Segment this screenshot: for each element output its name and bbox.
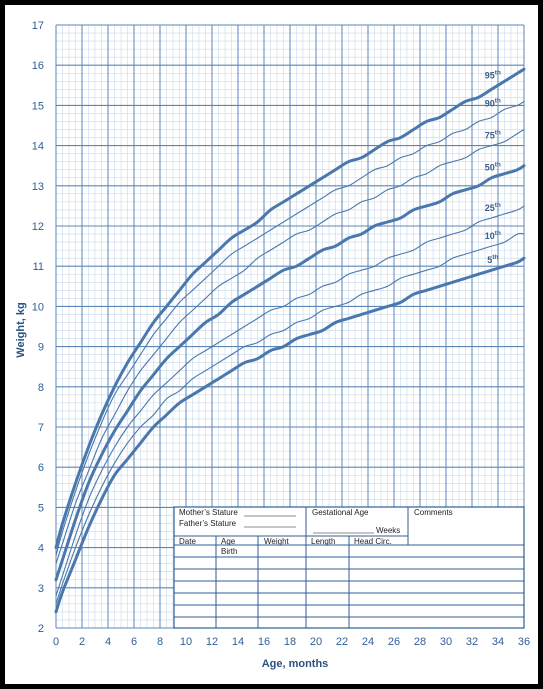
weeks-label: Weeks [376,526,400,535]
date-header: Date [179,537,196,546]
y-tick-label: 5 [38,502,44,514]
percentile-curve-50th [54,164,526,582]
y-tick-label: 2 [38,623,44,635]
x-tick-label: 6 [131,636,137,648]
x-axis-title: Age, months [262,658,329,670]
y-tick-label: 6 [38,462,44,474]
x-tick-label: 12 [206,636,218,648]
percentile-label-25th: 25th [485,202,501,213]
percentile-curve-10th [55,232,525,605]
gestational-age-label: Gestational Age [312,508,369,517]
fathers-stature-label: Father’s Stature [179,519,237,528]
x-tick-label: 22 [336,636,348,648]
percentile-curve-75th [55,128,525,565]
percentile-curve-5th [54,256,526,614]
x-tick-label: 16 [258,636,270,648]
percentile-label-90th: 90th [485,97,501,108]
y-tick-label: 9 [38,342,44,354]
y-tick-label: 3 [38,583,44,595]
x-tick-label: 4 [105,636,111,648]
comments-label: Comments [414,508,453,517]
age-header: Age [221,537,236,546]
y-tick-label: 15 [32,100,44,112]
percentile-label-95th: 95th [485,69,501,80]
y-axis-title: Weight, kg [15,302,27,357]
percentile-labels: 95th 90th 75th 50th 25th 10th 5th [485,69,501,265]
percentile-curve-25th [55,205,525,597]
y-tick-label: 14 [32,141,44,153]
y-tick-labels: 2 3 4 5 6 7 8 9 10 11 12 13 14 15 16 17 [32,20,44,635]
y-tick-label: 10 [32,301,44,313]
x-tick-label: 26 [388,636,400,648]
y-tick-label: 16 [32,60,44,72]
x-tick-labels: 0 2 4 6 8 10 12 14 16 18 20 22 24 26 28 30 32 34 36 [53,636,530,648]
y-tick-label: 11 [33,261,44,273]
y-tick-label: 8 [38,382,44,394]
percentile-label-10th: 10th [485,230,501,241]
x-tick-label: 36 [518,636,530,648]
percentile-label-75th: 75th [485,130,501,141]
x-tick-label: 32 [466,636,478,648]
percentile-curve-95th [54,67,526,550]
x-tick-label: 30 [440,636,452,648]
x-tick-label: 10 [180,636,192,648]
y-tick-label: 7 [38,422,44,434]
x-tick-label: 2 [79,636,85,648]
x-tick-label: 18 [284,636,296,648]
percentile-label-5th: 5th [487,254,498,265]
x-tick-label: 0 [53,636,59,648]
y-tick-label: 4 [38,543,44,555]
percentile-label-50th: 50th [485,162,501,173]
y-tick-label: 13 [32,181,44,193]
birth-label: Birth [221,547,237,556]
mothers-stature-label: Mother’s Stature [179,508,238,517]
head-circ-header: Head Circ. [354,537,392,546]
x-tick-label: 14 [232,636,244,648]
x-tick-label: 8 [157,636,163,648]
x-tick-label: 34 [492,636,504,648]
weight-header: Weight [264,537,290,546]
length-header: Length [311,537,335,546]
y-tick-label: 12 [32,221,44,233]
x-tick-label: 20 [310,636,322,648]
percentile-curves [54,67,526,614]
record-table: Mother’s Stature Father’s Stature Gestat… [173,506,525,629]
y-tick-label: 17 [32,20,44,32]
x-tick-label: 24 [362,636,374,648]
percentile-curve-90th [55,100,525,557]
x-tick-label: 28 [414,636,426,648]
